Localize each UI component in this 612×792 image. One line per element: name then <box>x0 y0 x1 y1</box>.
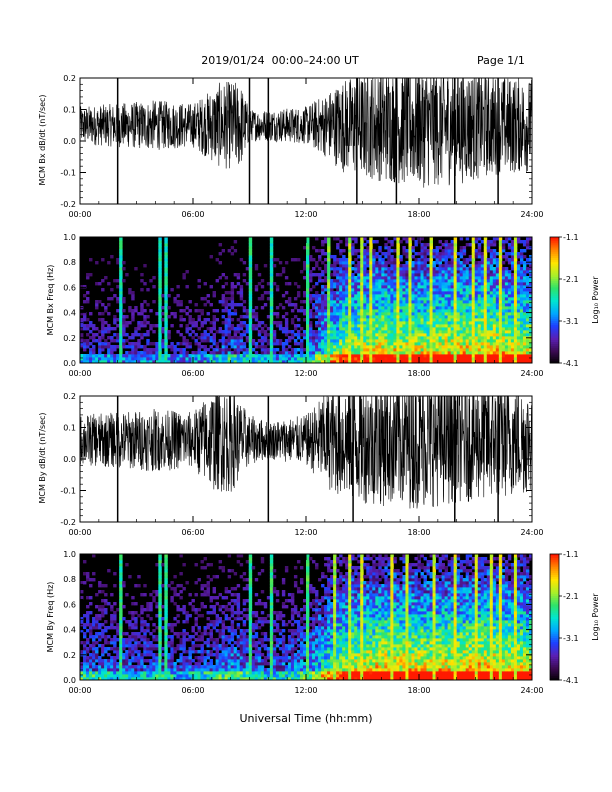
y-tick-label: 0.0 <box>63 455 76 464</box>
panel-bx-freq-colorbar: -1.1 -2.1 -3.1 -4.1 <box>549 233 579 368</box>
y-tick-label: -0.1 <box>60 169 76 178</box>
colorbar-tick-label: -3.1 <box>563 634 579 643</box>
panel-bx-dbdt: MCM Bx dB/dt (nT/sec) -0.2-0.10.00.10.2 … <box>38 74 544 219</box>
x-tick-label: 12:00 <box>294 210 317 219</box>
x-tick-label: 00:00 <box>68 686 91 695</box>
y-tick-label: -0.1 <box>60 487 76 496</box>
x-tick-label: 00:00 <box>68 210 91 219</box>
x-tick-label: 24:00 <box>520 210 543 219</box>
colorbar-tick-label: -1.1 <box>563 233 579 242</box>
panel-by-freq-colorbar-label: Log₁₀ Power <box>591 593 600 641</box>
x-tick-label: 06:00 <box>181 210 204 219</box>
panel-bx-dbdt-xticks: 00:00 06:00 12:00 18:00 24:00 <box>68 78 544 219</box>
dbdt-trace <box>80 396 532 509</box>
x-tick-label: 06:00 <box>181 686 204 695</box>
panel-by-freq-ylabel: MCM By Freq (Hz) <box>46 582 55 653</box>
panel-by-freq: MCM By Freq (Hz) 0.0 0.2 0.4 0.6 0.8 1.0 00:0… <box>46 550 600 695</box>
panel-by-freq-yticks: 0.0 0.2 0.4 0.6 0.8 1.0 <box>63 550 532 685</box>
x-tick-label: 12:00 <box>294 686 317 695</box>
y-tick-label: -0.2 <box>60 200 76 209</box>
x-tick-label: 18:00 <box>407 369 430 378</box>
x-tick-label: 00:00 <box>68 528 91 537</box>
x-tick-label: 24:00 <box>520 369 543 378</box>
x-tick-label: 00:00 <box>68 369 91 378</box>
y-tick-label: 0.1 <box>63 106 76 115</box>
panel-bx-freq-yticks: 0.0 0.2 0.4 0.6 0.8 1.0 <box>63 233 532 368</box>
colorbar-tick-label: -3.1 <box>563 317 579 326</box>
x-axis-title: Universal Time (hh:mm) <box>239 712 373 725</box>
x-tick-label: 24:00 <box>520 686 543 695</box>
panel-bx-freq-colorbar-label: Log₁₀ Power <box>591 276 600 324</box>
colorbar-tick-label: -2.1 <box>563 275 579 284</box>
colorbar-tick-label: -4.1 <box>563 359 579 368</box>
panel-by-dbdt-yticks: -0.2 -0.1 0.0 0.1 0.2 <box>60 392 532 527</box>
panel-bx-dbdt-ylabel: MCM Bx dB/dt (nT/sec) <box>38 94 47 185</box>
y-tick-label: 0.4 <box>63 626 76 635</box>
y-tick-label: 0.0 <box>63 137 76 146</box>
y-tick-label: 0.2 <box>63 334 76 343</box>
y-tick-label: 0.6 <box>63 600 76 609</box>
colorbar-tick-label: -1.1 <box>563 550 579 559</box>
colorbar-tick-label: -2.1 <box>563 592 579 601</box>
panel-by-dbdt-xticks: 00:00 06:00 12:00 18:00 24:00 <box>68 396 544 537</box>
y-tick-label: 0.2 <box>63 651 76 660</box>
y-tick-label: -0.2 <box>60 518 76 527</box>
y-tick-label: 0.0 <box>63 676 76 685</box>
x-tick-label: 18:00 <box>407 528 430 537</box>
colorbar-frame <box>549 553 560 681</box>
y-tick-label: 0.2 <box>63 74 76 83</box>
x-tick-label: 24:00 <box>520 528 543 537</box>
panel-by-dbdt: MCM By dB/dt (nT/sec) -0.2-0.10.00.10.2 … <box>38 392 544 537</box>
panel-by-freq-xticks: 00:00 06:00 12:00 18:00 24:00 <box>68 554 544 695</box>
x-tick-label: 18:00 <box>407 210 430 219</box>
x-tick-label: 12:00 <box>294 369 317 378</box>
panel-bx-freq-heatmap <box>80 237 533 364</box>
y-tick-label: 0.2 <box>63 392 76 401</box>
panel-bx-freq-ylabel: MCM Bx Freq (Hz) <box>46 265 55 336</box>
x-tick-label: 18:00 <box>407 686 430 695</box>
page-title: 2019/01/24 00:00–24:00 UT <box>201 54 359 67</box>
y-tick-label: 0.4 <box>63 309 76 318</box>
y-tick-label: 0.8 <box>63 575 76 584</box>
panel-by-dbdt-ylabel: MCM By dB/dt (nT/sec) <box>38 412 47 503</box>
y-tick-label: 1.0 <box>63 233 76 242</box>
panel-bx-freq-xticks: 00:00 06:00 12:00 18:00 24:00 <box>68 237 544 378</box>
y-tick-label: 0.6 <box>63 283 76 292</box>
panel-bx-dbdt-trace <box>80 78 532 204</box>
dbdt-trace <box>80 78 532 188</box>
colorbar-frame <box>549 236 560 364</box>
y-tick-label: 0.1 <box>63 424 76 433</box>
y-tick-label: 1.0 <box>63 550 76 559</box>
panel-bx-freq: MCM Bx Freq (Hz) 0.0 0.2 0.4 0.6 0.8 1.0 00:0… <box>46 233 600 378</box>
y-tick-label: 0.8 <box>63 258 76 267</box>
x-tick-label: 12:00 <box>294 528 317 537</box>
x-tick-label: 06:00 <box>181 369 204 378</box>
y-tick-label: 0.0 <box>63 359 76 368</box>
panel-bx-dbdt-yticks: -0.2 -0.1 0.0 0.1 0.2 <box>60 74 532 209</box>
page-number: Page 1/1 <box>477 54 525 67</box>
colorbar-tick-label: -4.1 <box>563 676 579 685</box>
panel-by-freq-heatmap <box>80 554 533 681</box>
panel-by-dbdt-trace <box>80 396 532 522</box>
x-tick-label: 06:00 <box>181 528 204 537</box>
panel-by-freq-colorbar: -1.1 -2.1 -3.1 -4.1 <box>549 550 579 685</box>
